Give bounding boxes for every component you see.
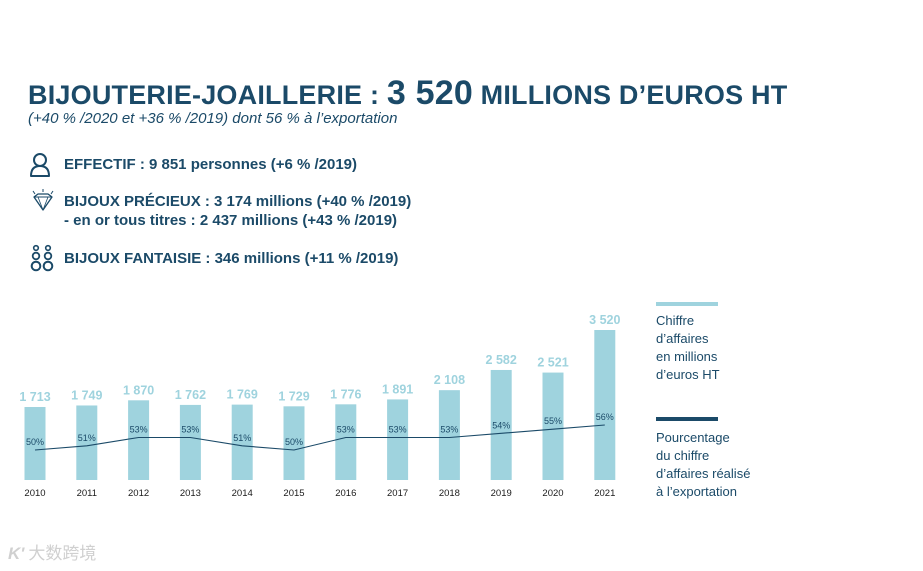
export-pct-label: 53% bbox=[181, 425, 199, 435]
bar bbox=[438, 390, 460, 480]
export-pct-label: 50% bbox=[285, 437, 303, 447]
x-tick-label: 2021 bbox=[594, 488, 615, 499]
export-pct-label: 56% bbox=[596, 412, 614, 422]
bar bbox=[128, 400, 150, 480]
bar bbox=[335, 404, 357, 480]
bar bbox=[76, 405, 98, 480]
bar-value-label: 1 762 bbox=[175, 388, 206, 402]
export-line bbox=[34, 424, 605, 451]
export-pct-label: 50% bbox=[26, 437, 44, 447]
bar-value-label: 1 870 bbox=[123, 383, 154, 397]
x-tick-label: 2013 bbox=[180, 488, 201, 499]
x-tick-label: 2011 bbox=[77, 488, 97, 499]
page-title: BIJOUTERIE-JOAILLERIE : 3 520 MILLIONS D… bbox=[28, 74, 787, 113]
bar bbox=[490, 369, 512, 480]
bar bbox=[283, 406, 305, 480]
export-pct-label: 53% bbox=[130, 425, 148, 435]
earrings-icon bbox=[30, 244, 54, 272]
watermark: K' 大数跨境 bbox=[8, 539, 96, 564]
bar-value-label: 1 776 bbox=[330, 387, 361, 401]
x-tick-label: 2012 bbox=[128, 488, 149, 499]
bar bbox=[387, 399, 409, 480]
watermark-logo: K' bbox=[8, 544, 25, 563]
title-value: 3 520 bbox=[386, 74, 473, 112]
stat-effectif: EFFECTIF : 9 851 personnes (+6 % /2019) bbox=[64, 156, 358, 173]
export-pct-label: 51% bbox=[233, 433, 251, 443]
x-tick-label: 2020 bbox=[542, 488, 563, 499]
watermark-text: 大数跨境 bbox=[28, 544, 97, 563]
bar-value-label: 1 769 bbox=[227, 388, 258, 402]
x-tick-label: 2018 bbox=[439, 488, 460, 499]
x-tick-label: 2015 bbox=[283, 488, 304, 499]
export-pct-label: 55% bbox=[544, 416, 562, 426]
export-pct-label: 51% bbox=[78, 433, 96, 443]
x-tick-label: 2010 bbox=[24, 488, 45, 499]
bar bbox=[24, 407, 46, 480]
bar-value-label: 2 582 bbox=[486, 353, 517, 367]
bar-value-label: 3 520 bbox=[589, 313, 620, 327]
stat-precieux: BIJOUX PRÉCIEUX : 3 174 millions (+40 % … bbox=[64, 193, 412, 210]
export-pct-label: 53% bbox=[440, 425, 458, 435]
legend-bars-line: d’affaires bbox=[656, 331, 709, 346]
bar-value-label: 1 891 bbox=[382, 382, 413, 396]
bar bbox=[594, 330, 616, 480]
legend-line-line: à l’exportation bbox=[656, 484, 737, 499]
x-tick-label: 2016 bbox=[335, 488, 356, 499]
stat-fantaisie: BIJOUX FANTAISIE : 346 millions (+11 % /… bbox=[64, 250, 399, 267]
bar bbox=[542, 372, 564, 480]
diamond-icon bbox=[32, 189, 54, 211]
bar-value-label: 1 729 bbox=[278, 389, 309, 403]
bar bbox=[179, 404, 201, 480]
bar-value-label: 1 713 bbox=[19, 390, 50, 404]
legend-bars-line: d’euros HT bbox=[656, 367, 720, 382]
bar bbox=[231, 404, 253, 480]
x-tick-label: 2019 bbox=[491, 488, 512, 499]
revenue-chart: 1 713 2010 1 749 2011 1 870 2012 1 762 2013 1 76… bbox=[19, 313, 620, 499]
x-tick-label: 2017 bbox=[387, 488, 408, 499]
legend-line: Pourcentage du chiffre d’affaires réalis… bbox=[656, 429, 750, 501]
title-unit: MILLIONS D’EUROS HT bbox=[480, 80, 788, 110]
bar-value-label: 2 108 bbox=[434, 373, 465, 387]
export-pct-label: 54% bbox=[492, 420, 510, 430]
bar-value-label: 1 749 bbox=[71, 388, 102, 402]
legend-line-line: du chiffre bbox=[656, 448, 710, 463]
legend-swatch-line bbox=[656, 417, 718, 421]
legend-swatch-bars bbox=[656, 302, 718, 306]
legend-line-line: Pourcentage bbox=[656, 430, 730, 445]
person-icon bbox=[30, 153, 50, 177]
legend-bars: Chiffre d’affaires en millions d’euros H… bbox=[656, 312, 720, 384]
stat-precieux-or: - en or tous titres : 2 437 millions (+4… bbox=[64, 212, 398, 229]
export-pct-label: 53% bbox=[337, 425, 355, 435]
legend-bars-line: Chiffre bbox=[656, 313, 695, 328]
bar-value-label: 2 521 bbox=[537, 356, 568, 370]
export-pct-label: 53% bbox=[389, 425, 407, 435]
legend-bars-line: en millions bbox=[656, 349, 718, 364]
legend-line-line: d’affaires réalisé bbox=[656, 466, 751, 481]
title-main: BIJOUTERIE-JOAILLERIE : bbox=[28, 80, 380, 110]
x-tick-label: 2014 bbox=[232, 488, 253, 499]
subtitle: (+40 % /2020 et +36 % /2019) dont 56 % à… bbox=[28, 110, 398, 127]
